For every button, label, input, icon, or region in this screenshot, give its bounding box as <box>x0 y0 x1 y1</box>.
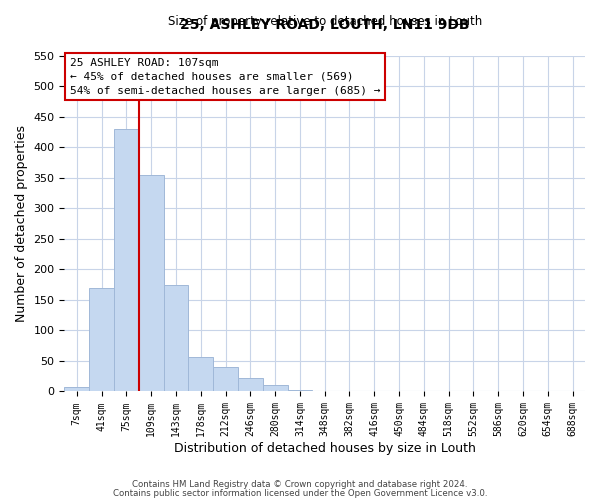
Y-axis label: Number of detached properties: Number of detached properties <box>15 125 28 322</box>
Bar <box>560 391 585 392</box>
Text: Contains HM Land Registry data © Crown copyright and database right 2024.: Contains HM Land Registry data © Crown c… <box>132 480 468 489</box>
Text: Contains public sector information licensed under the Open Government Licence v3: Contains public sector information licen… <box>113 489 487 498</box>
X-axis label: Distribution of detached houses by size in Louth: Distribution of detached houses by size … <box>174 442 476 455</box>
Bar <box>263 386 287 392</box>
Bar <box>164 284 188 392</box>
Bar <box>114 129 139 392</box>
Bar <box>238 378 263 392</box>
Bar <box>188 356 213 392</box>
Text: 25 ASHLEY ROAD: 107sqm
← 45% of detached houses are smaller (569)
54% of semi-de: 25 ASHLEY ROAD: 107sqm ← 45% of detached… <box>70 58 380 96</box>
Bar <box>64 386 89 392</box>
Bar <box>213 367 238 392</box>
Bar <box>287 390 313 392</box>
Bar <box>436 391 461 392</box>
Text: 25, ASHLEY ROAD, LOUTH, LN11 9DB: 25, ASHLEY ROAD, LOUTH, LN11 9DB <box>180 18 469 32</box>
Title: Size of property relative to detached houses in Louth: Size of property relative to detached ho… <box>167 16 482 28</box>
Bar <box>139 175 164 392</box>
Bar <box>89 288 114 392</box>
